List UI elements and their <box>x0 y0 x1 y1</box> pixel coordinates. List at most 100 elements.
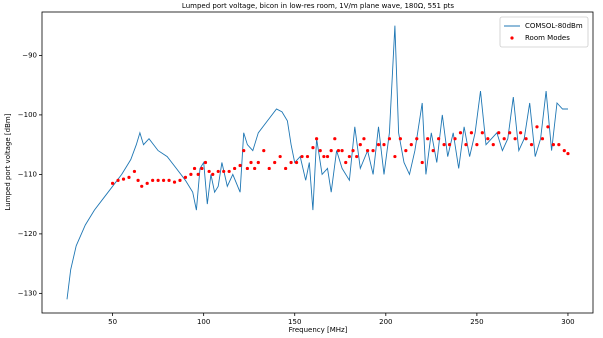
scatter-point <box>189 172 193 176</box>
scatter-point <box>347 154 351 159</box>
x-tick-label: 150 <box>288 318 301 326</box>
legend-box <box>499 16 589 48</box>
scatter-point <box>161 178 166 182</box>
scatter-point <box>132 169 137 174</box>
scatter-point <box>442 143 446 147</box>
scatter-point <box>415 137 419 141</box>
scatter-point <box>513 137 517 141</box>
scatter-point <box>355 154 359 159</box>
scatter-point <box>365 149 370 153</box>
scatter-point <box>222 169 226 174</box>
scatter-point <box>351 149 355 153</box>
scatter-point <box>253 166 257 171</box>
scatter-point <box>273 160 277 165</box>
scatter-point <box>362 137 366 141</box>
scatter-point <box>562 149 566 153</box>
scatter-point <box>486 137 490 141</box>
scatter-point <box>233 166 237 171</box>
scatter-point <box>447 143 452 147</box>
y-axis-label: Lumped port voltage [dBm] <box>4 113 12 210</box>
x-axis-label: Frequency [MHz] <box>289 326 348 334</box>
scatter-point <box>546 125 550 129</box>
scatter-point <box>127 175 131 179</box>
scatter-point <box>518 131 523 135</box>
y-tick-label: −120 <box>18 230 37 238</box>
scatter-point <box>340 149 344 153</box>
scatter-point <box>497 131 501 135</box>
scatter-point <box>167 178 171 182</box>
scatter-point <box>437 137 441 141</box>
scatter-point <box>227 169 231 174</box>
scatter-point <box>376 143 381 147</box>
scatter-point <box>136 178 140 182</box>
scatter-point <box>278 154 282 159</box>
scatter-point <box>551 143 555 147</box>
scatter-point <box>469 131 474 135</box>
scatter-point <box>458 131 463 135</box>
scatter-point <box>116 178 120 182</box>
scatter-point <box>322 154 326 159</box>
scatter-point <box>216 169 220 174</box>
scatter-point <box>358 143 362 147</box>
scatter-point <box>566 151 570 156</box>
scatter-point <box>344 160 348 165</box>
x-tick-label: 200 <box>379 318 392 326</box>
x-tick-label: 100 <box>197 318 210 326</box>
legend-label: Room Modes <box>525 34 570 42</box>
scatter-point <box>203 160 208 165</box>
scatter-point <box>300 154 304 159</box>
scatter-point <box>294 160 299 165</box>
scatter-point <box>475 143 479 147</box>
chart-title: Lumped port voltage, bicon in low-res ro… <box>182 2 454 10</box>
scatter-point <box>242 149 246 153</box>
scatter-point <box>318 149 322 153</box>
scatter-point <box>535 125 539 129</box>
scatter-point <box>200 166 204 171</box>
scatter-point <box>211 172 215 176</box>
scatter-point <box>329 149 333 153</box>
plot-frame <box>41 11 594 314</box>
scatter-point <box>502 137 506 141</box>
scatter-point <box>325 154 330 159</box>
scatter-point <box>336 149 341 153</box>
line-series <box>66 25 568 300</box>
scatter-point <box>289 160 293 165</box>
legend-marker <box>510 36 514 40</box>
x-tick-label: 300 <box>561 318 574 326</box>
scatter-point <box>524 137 528 141</box>
scatter-point <box>183 175 188 179</box>
scatter-point <box>305 154 310 159</box>
scatter-point <box>196 172 200 176</box>
y-tick-label: −110 <box>18 170 37 178</box>
scatter-point <box>464 143 468 147</box>
scatter-point <box>420 160 424 165</box>
scatter-point <box>393 154 397 159</box>
scatter-point <box>121 177 126 181</box>
scatter-point <box>267 166 271 171</box>
scatter-point <box>178 178 182 182</box>
scatter-point <box>145 181 149 185</box>
y-tick-label: −90 <box>22 51 37 59</box>
scatter-point <box>110 181 115 185</box>
scatter-point <box>207 169 211 174</box>
scatter-point <box>529 143 534 147</box>
scatter-point <box>192 166 197 171</box>
scatter-point <box>480 131 484 135</box>
scatter-point <box>387 137 392 141</box>
scatter-point <box>453 137 457 141</box>
scatter-point <box>262 149 266 153</box>
scatter-point <box>491 143 495 147</box>
scatter-point <box>404 149 408 153</box>
scatter-point <box>398 137 402 141</box>
scatter-point <box>256 160 260 165</box>
scatter-point <box>431 149 435 153</box>
scatter-point <box>249 160 253 165</box>
scatter-point <box>151 178 155 182</box>
scatter-point <box>284 166 288 171</box>
scatter-point <box>238 163 242 168</box>
scatter-point <box>540 137 545 141</box>
legend-label: COMSOL-80dBm <box>525 22 583 30</box>
scatter-point <box>371 149 375 153</box>
